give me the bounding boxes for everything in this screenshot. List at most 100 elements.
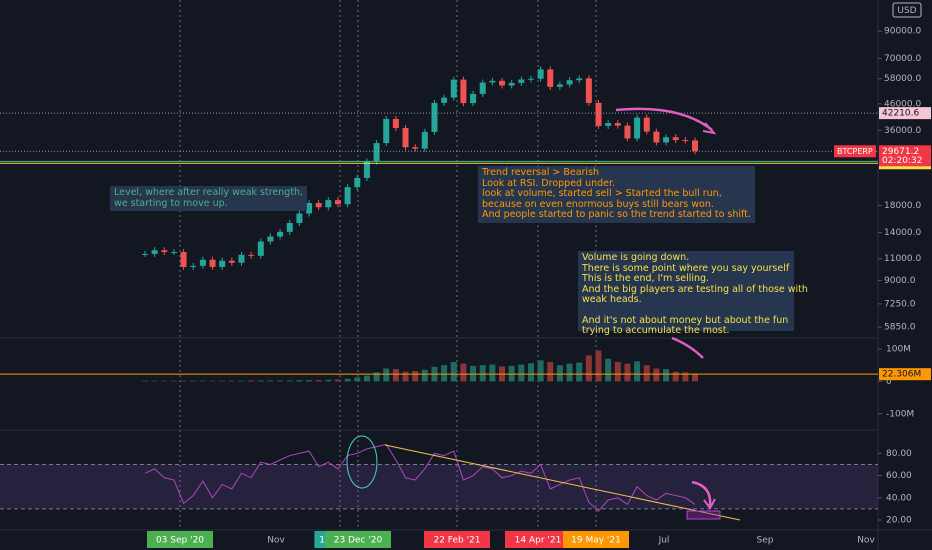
candle	[286, 223, 293, 232]
volume-bar	[605, 358, 612, 382]
rsi-tick-label: 80.00	[886, 449, 912, 459]
candle	[479, 82, 486, 94]
price-tick-label: 7250.0	[884, 299, 916, 309]
trendline	[384, 444, 741, 521]
volume-bar	[199, 380, 206, 382]
candle	[296, 213, 303, 224]
volume-bar	[527, 363, 534, 382]
volume-bar	[663, 369, 670, 382]
candle	[334, 200, 341, 205]
candle	[643, 117, 650, 132]
arrow-head	[703, 498, 716, 510]
volume-bar	[257, 380, 264, 382]
volume-bar	[508, 365, 515, 382]
candle	[238, 254, 245, 263]
rsi-band	[0, 464, 878, 509]
volume-bar	[170, 380, 177, 382]
volume-bar	[682, 372, 689, 382]
volume-bar	[151, 380, 158, 382]
annotation-paragraph: Volume is going down. There is some point…	[582, 252, 808, 306]
rsi-circle	[346, 435, 378, 489]
candle	[556, 84, 563, 87]
candle	[450, 79, 457, 98]
volume-tag	[879, 368, 931, 381]
candle	[151, 250, 158, 254]
time-label: 14 Apr '21	[515, 536, 562, 546]
time-label: 22 Feb '21	[433, 536, 480, 546]
arrow	[671, 336, 704, 359]
annotation-paragraph: And it's not about money but about the f…	[582, 315, 790, 337]
time-label: 23 Dec '20	[334, 536, 383, 546]
candle	[614, 123, 621, 126]
annotation-line: Volume is going down.	[582, 252, 690, 263]
candle	[508, 82, 515, 86]
volume-bar	[450, 361, 457, 382]
time-label: Jul	[658, 536, 670, 546]
time-tag	[325, 531, 391, 548]
candle	[219, 260, 226, 267]
time-label: Sep	[757, 536, 774, 546]
volume-bar	[325, 379, 332, 382]
rsi-tick-label: 40.00	[886, 493, 912, 503]
volume-bar	[441, 365, 448, 382]
rsi-tick-label: 20.00	[886, 516, 912, 526]
volume-tick-label: -100M	[886, 409, 914, 419]
volume-bar	[190, 380, 197, 382]
annotation-line: look at volume, started sell > Started t…	[482, 188, 722, 199]
price-tag-label: 42210.6	[882, 109, 919, 119]
candle	[624, 125, 631, 139]
candle	[421, 131, 428, 149]
annotation[interactable]: Volume is going down. There is some point…	[578, 251, 808, 336]
annotation[interactable]: Trend reversal > Bearish Look at RSI. Dro…	[478, 166, 755, 223]
countdown-tag	[879, 154, 931, 167]
candle	[489, 80, 496, 83]
candle	[228, 260, 235, 263]
volume-bar	[614, 361, 621, 382]
arrow-head	[702, 122, 717, 135]
volume-bar	[537, 360, 544, 382]
candle	[460, 79, 467, 104]
candle	[585, 78, 592, 103]
candle	[161, 250, 168, 253]
currency[interactable]: USD	[897, 6, 916, 16]
annotation-paragraph: Level, where after really weak strength,…	[114, 187, 303, 209]
volume-bar	[624, 363, 631, 382]
volume-bar	[209, 380, 216, 382]
volume-bar	[412, 371, 419, 382]
rsi-tick-label: 60.00	[886, 471, 912, 481]
annotation[interactable]: Level, where after really weak strength,…	[110, 186, 308, 211]
volume-bar	[402, 371, 409, 382]
volume-bar	[286, 380, 293, 382]
arrow	[691, 480, 712, 507]
candle	[547, 69, 554, 87]
price-tick-label: 18000.0	[884, 201, 921, 211]
volume-bar	[315, 380, 322, 382]
volume-bar	[672, 371, 679, 382]
volume-bar	[354, 377, 361, 382]
volume-bar	[518, 364, 525, 382]
volume-bar	[692, 373, 698, 382]
annotation-line: This is the end, I'm selling.	[582, 273, 710, 284]
time-tag	[424, 531, 490, 548]
price-tick-label: 58000.0	[884, 74, 921, 84]
arrow	[615, 107, 713, 131]
candle	[566, 80, 573, 85]
volume-tick-label: 0	[886, 377, 892, 387]
time-tag	[563, 531, 629, 548]
time-label: 03 Sep '20	[156, 536, 204, 546]
price-tag	[879, 107, 931, 120]
annotation-line: And the big players are testing all of t…	[582, 283, 808, 295]
volume-bar	[238, 380, 245, 382]
candle	[209, 259, 216, 267]
currency-box[interactable]	[892, 2, 922, 18]
annotation-line: And people started to panic so the trend…	[482, 209, 751, 220]
volume-bar	[556, 365, 563, 382]
candle	[142, 253, 148, 255]
volume-bar	[248, 380, 255, 382]
volume-tag-label: 22.306M	[882, 370, 921, 380]
volume-bar	[334, 379, 341, 382]
volume-bar	[547, 361, 554, 382]
candle	[412, 147, 419, 149]
candle	[431, 102, 438, 132]
countdown: 02:20:32	[882, 156, 922, 166]
